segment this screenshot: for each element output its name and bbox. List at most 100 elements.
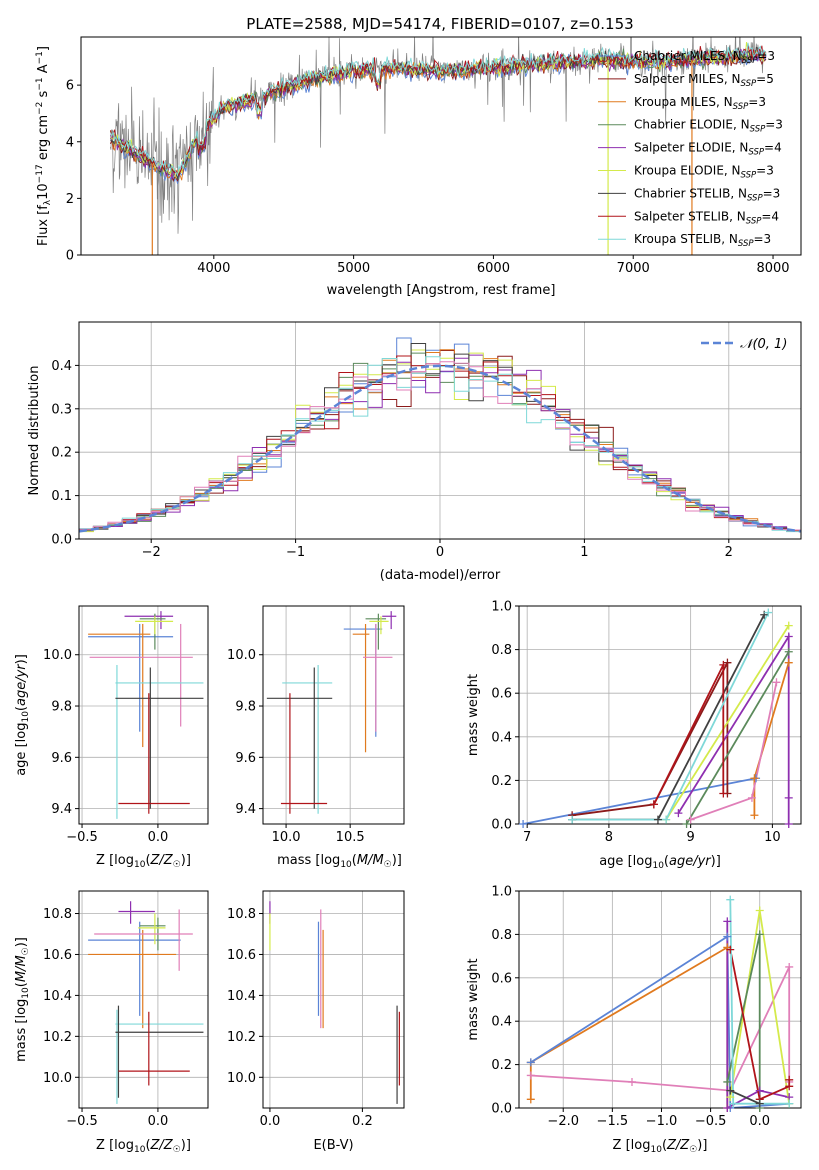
y-tick-label: 0.8 xyxy=(491,928,512,943)
y-tick-label: 0.2 xyxy=(491,774,512,789)
x-tick-label: 10 xyxy=(764,830,781,845)
weight-marker xyxy=(719,660,728,669)
weight-marker xyxy=(568,815,577,824)
figure-title: PLATE=2588, MJD=54174, FIBERID=0107, z=0… xyxy=(246,15,633,33)
y-tick-label: 10.8 xyxy=(227,907,256,922)
x-tick-label: −1.5 xyxy=(597,1114,629,1129)
spectrum-model-line xyxy=(110,46,767,181)
x-axis-label: Z [log10(Z/Z☉)] xyxy=(96,1138,191,1155)
y-axis-label: mass [log10(M/M☉)] xyxy=(14,937,31,1062)
x-tick-label: 0.0 xyxy=(148,1114,169,1129)
x-tick-label: −1.0 xyxy=(646,1114,678,1129)
y-tick-label: 0.0 xyxy=(51,533,72,548)
x-axis-label: E(B-V) xyxy=(313,1138,353,1153)
weight-marker xyxy=(723,1077,732,1086)
weight-marker xyxy=(723,1104,732,1112)
axes-frame xyxy=(518,890,802,1109)
weight-line xyxy=(529,945,729,1108)
weight-marker xyxy=(784,632,793,641)
weight-marker xyxy=(526,1095,535,1104)
axes-frame xyxy=(262,605,405,825)
axes-frame xyxy=(78,890,209,1109)
weight-line xyxy=(677,633,790,824)
y-tick-label: 10.4 xyxy=(43,989,72,1004)
plot-area-age_vs_Z xyxy=(88,611,204,819)
x-tick-label: −0.5 xyxy=(66,830,98,845)
weight-marker xyxy=(755,1086,764,1095)
x-tick-label: 0.0 xyxy=(148,830,169,845)
weight-marker xyxy=(747,793,756,802)
axes-mass_vs_Z: −0.5 0.0 10.0 10.2 10.4 10.6 10.8 Z [log10(Z/Z☉… xyxy=(14,890,209,1155)
legend-entry: Chabrier STELIB, NSSP=3 xyxy=(634,186,780,203)
weight-marker xyxy=(686,815,695,824)
y-tick-label: 0 xyxy=(66,249,74,264)
x-tick-label: 10.0 xyxy=(272,830,301,845)
y-axis-label: Flux [fλ10−17 erg cm−2 s−1 A−1] xyxy=(35,46,53,246)
weight-marker xyxy=(785,962,794,971)
gaussian-line xyxy=(79,364,801,533)
x-axis-label: Z [log10(Z/Z☉)] xyxy=(613,1138,708,1155)
x-axis-label: wavelength [Angstrom, rest frame] xyxy=(327,283,556,298)
weight-marker xyxy=(784,793,793,802)
x-axis-label: Z [log10(Z/Z☉)] xyxy=(96,853,191,870)
x-tick-label: 7 xyxy=(523,830,531,845)
y-tick-label: 10.2 xyxy=(227,1030,256,1045)
weight-line xyxy=(753,662,790,816)
x-axis-label: (data-model)/error xyxy=(380,568,501,583)
axes-mass_vs_ebv: 0.0 0.2 10.0 10.2 10.4 10.6 10.8 E(B-V) xyxy=(227,890,405,1153)
weight-marker xyxy=(784,658,793,667)
residuals-legend: 𝒩(0, 1) xyxy=(701,337,787,352)
y-tick-label: 1.0 xyxy=(491,885,512,900)
y-tick-label: 1.0 xyxy=(491,600,512,615)
x-tick-label: −2 xyxy=(142,545,161,560)
weight-marker xyxy=(755,930,764,939)
y-tick-label: 0.8 xyxy=(491,643,512,658)
weight-marker xyxy=(785,1099,794,1108)
weight-line xyxy=(665,625,790,821)
plot-area-weight_vs_Z xyxy=(529,899,791,1108)
axes-frame xyxy=(262,890,405,1109)
legend-entry: Salpeter STELIB, NSSP=4 xyxy=(634,209,779,226)
weight-marker xyxy=(750,811,759,820)
weight-marker xyxy=(755,906,764,915)
y-tick-label: 10.0 xyxy=(227,648,256,663)
x-tick-label: 6000 xyxy=(477,261,510,276)
axes-age_vs_Z: −0.5 0.0 9.4 9.6 9.8 10.0 Z [log10(Z/Z☉)] age [… xyxy=(14,605,209,870)
y-tick-label: 0.4 xyxy=(491,1015,512,1030)
spectrum-legend: Chabrier MILES, NSSP=3 Salpeter MILES, NS… xyxy=(598,49,783,249)
y-tick-label: 0.6 xyxy=(491,687,512,702)
weight-marker xyxy=(760,610,769,619)
weight-line xyxy=(530,966,791,1092)
x-tick-label: 8000 xyxy=(756,261,789,276)
y-tick-label: 6 xyxy=(66,79,74,94)
weight-marker xyxy=(726,945,735,954)
spectrum-model-line xyxy=(109,42,767,177)
y-tick-label: 0.1 xyxy=(51,489,72,504)
y-axis-label: age [log10(age/yr)] xyxy=(14,654,31,776)
weight-marker xyxy=(750,774,759,783)
weight-marker xyxy=(649,800,658,809)
y-tick-label: 10.8 xyxy=(43,907,72,922)
x-tick-label: 0.2 xyxy=(352,1114,373,1129)
weight-line xyxy=(685,651,790,824)
y-tick-label: 10.0 xyxy=(43,1071,72,1086)
axes-residuals: −2 −1 0 1 2 0.0 0.1 0.2 0.3 0.4 𝒩(0, 1) (data-model… xyxy=(27,321,802,583)
y-tick-label: 0.2 xyxy=(491,1058,512,1073)
y-tick-label: 0.4 xyxy=(51,359,72,374)
weight-marker xyxy=(723,932,732,941)
plot-area-spectrum xyxy=(109,37,767,255)
y-tick-label: 9.4 xyxy=(51,802,72,817)
y-tick-label: 10.6 xyxy=(227,948,256,963)
legend-entry: Kroupa MILES, NSSP=3 xyxy=(634,95,766,112)
weight-marker xyxy=(772,678,781,687)
plot-area-mass_vs_ebv xyxy=(269,901,400,1104)
weight-marker xyxy=(785,1075,794,1084)
y-tick-label: 10.0 xyxy=(227,1071,256,1086)
axes-spectrum: 4000 5000 6000 7000 8000 0 2 4 6 Chabrier MILES, … xyxy=(35,36,802,298)
x-tick-label: −0.5 xyxy=(66,1114,98,1129)
plot-area-age_vs_mass xyxy=(266,611,397,814)
axes-age_vs_mass: 10.0 10.5 9.4 9.6 9.8 10.0 mass [log10(M/M☉)] xyxy=(227,605,405,870)
axes-weight_vs_Z: −2.0 −1.5 −1.0 −0.5 0.0 0.0 0.2 0.4 0.6 0.8 1.0 Z [… xyxy=(466,885,802,1155)
spectrum-model-line xyxy=(109,44,767,176)
weight-marker xyxy=(719,789,728,798)
